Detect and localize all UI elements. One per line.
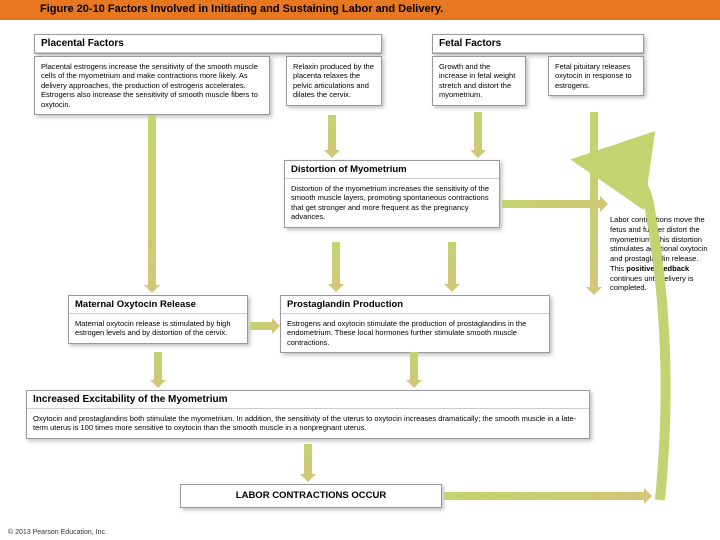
placental-estrogen-text: Placental estrogens increase the sensiti… [35, 57, 269, 114]
excitability-header: Increased Excitability of the Myometrium [27, 391, 589, 409]
figure-title: Figure 20-10 Factors Involved in Initiat… [40, 3, 443, 15]
excitability-body: Oxytocin and prostaglandins both stimula… [27, 409, 589, 438]
excitability-box: Increased Excitability of the Myometrium… [26, 390, 590, 439]
arrow-prosta-down [410, 352, 418, 380]
maternal-body: Maternal oxytocin release is stimulated … [69, 314, 247, 343]
arrow-estrogen-down [148, 115, 156, 285]
placental-relaxin-text: Relaxin produced by the placenta relaxes… [287, 57, 381, 105]
maternal-box: Maternal Oxytocin Release Maternal oxyto… [68, 295, 248, 344]
feedback-curve-arrow [500, 150, 680, 510]
fetal-growth-text: Growth and the increase in fetal weight … [433, 57, 525, 105]
arrow-relaxin-down [328, 115, 336, 150]
fetal-header-box: Fetal Factors [432, 34, 644, 54]
copyright: © 2013 Pearson Education, Inc. [8, 529, 107, 536]
fetal-header: Fetal Factors [433, 35, 643, 53]
arrow-maternal-to-prosta [250, 322, 272, 330]
result-text: LABOR CONTRACTIONS OCCUR [181, 485, 441, 507]
result-box: LABOR CONTRACTIONS OCCUR [180, 484, 442, 508]
placental-estrogen-box: Placental estrogens increase the sensiti… [34, 56, 270, 115]
placental-header-box: Placental Factors [34, 34, 382, 54]
placental-relaxin-box: Relaxin produced by the placenta relaxes… [286, 56, 382, 106]
arrow-growth-down [474, 112, 482, 150]
arrow-result-right [444, 492, 644, 500]
distortion-body: Distortion of the myometrium increases t… [285, 179, 499, 227]
arrow-maternal-down [154, 352, 162, 380]
distortion-box: Distortion of Myometrium Distortion of t… [284, 160, 500, 228]
maternal-header: Maternal Oxytocin Release [69, 296, 247, 314]
fetal-pituitary-text: Fetal pituitary releases oxytocin in res… [549, 57, 643, 95]
placental-header: Placental Factors [35, 35, 381, 53]
fetal-pituitary-box: Fetal pituitary releases oxytocin in res… [548, 56, 644, 96]
fetal-growth-box: Growth and the increase in fetal weight … [432, 56, 526, 106]
distortion-header: Distortion of Myometrium [285, 161, 499, 179]
arrow-distortion-left-down [332, 242, 340, 284]
arrow-to-result [304, 444, 312, 474]
arrow-distortion-right-down [448, 242, 456, 284]
